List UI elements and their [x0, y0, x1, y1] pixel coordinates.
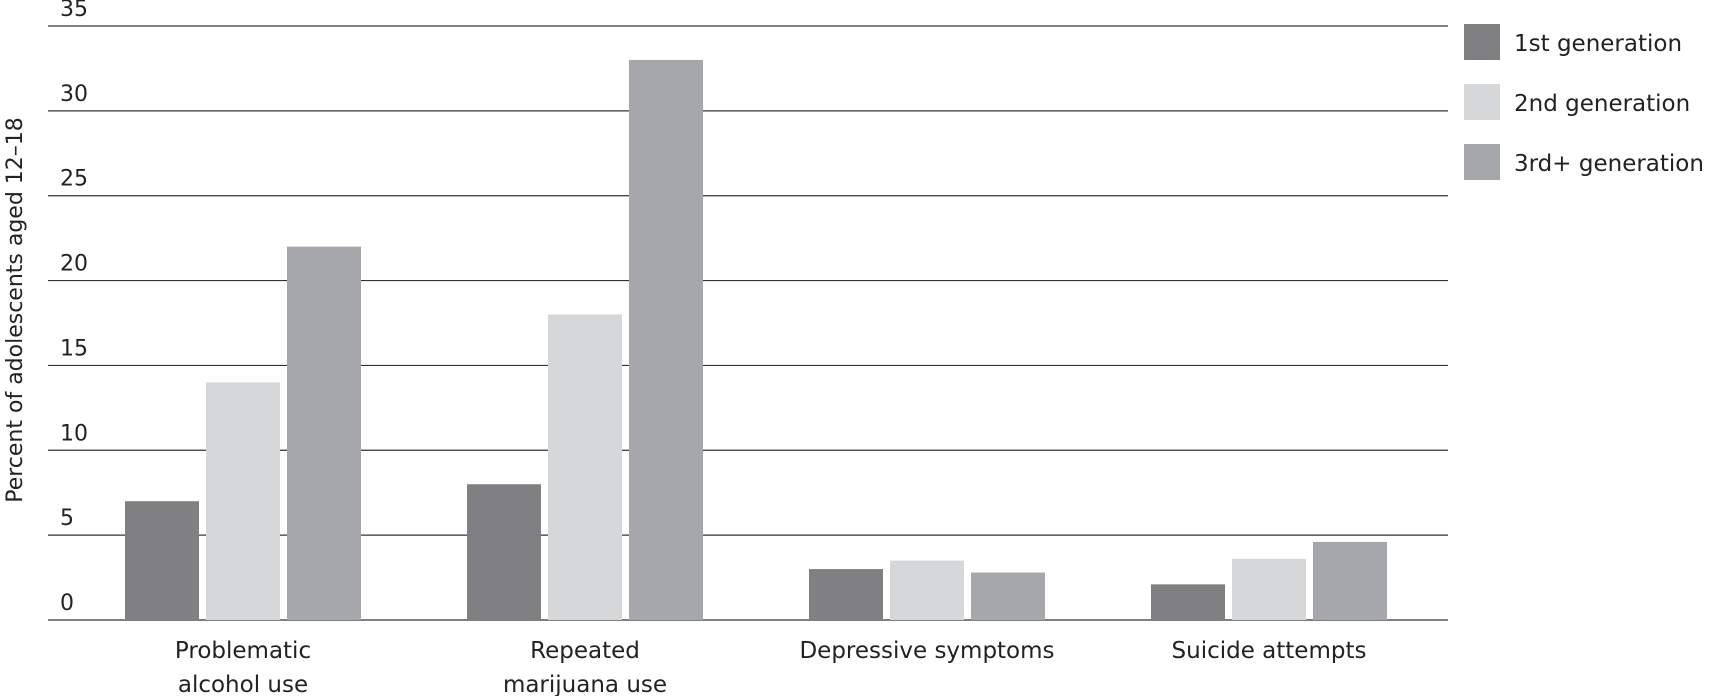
bar-1-4: [1151, 584, 1225, 620]
legend-label-3: 3rd+ generation: [1514, 151, 1704, 177]
bar-3-3: [971, 572, 1045, 620]
bars: [125, 59, 1387, 620]
y-tick-label-15: 15: [60, 336, 88, 361]
bar-2-3: [890, 560, 964, 620]
bar-2-2: [548, 314, 622, 620]
legend: 1st generation 2nd generation 3rd+ generat…: [1464, 24, 1704, 180]
y-axis-title: Percent of adolescents aged 12–18: [3, 117, 28, 503]
bar-3-4: [1313, 541, 1387, 620]
bar-2-4: [1232, 558, 1306, 620]
bar-1-1: [125, 501, 199, 620]
legend-swatch-3: [1464, 144, 1500, 180]
bar-3-1: [287, 246, 361, 620]
bar-3-2: [629, 59, 703, 620]
category-label-2-line-1: Repeated: [530, 638, 640, 664]
category-label-2-line-2: marijuana use: [503, 672, 667, 696]
bar-2-1: [206, 382, 280, 620]
category-label-4-line-1: Suicide attempts: [1172, 638, 1367, 664]
category-label-1-line-2: alcohol use: [178, 672, 308, 696]
y-tick-label-30: 30: [60, 82, 88, 107]
category-label-3-line-1: Depressive symptoms: [799, 638, 1054, 664]
legend-swatch-1: [1464, 24, 1500, 60]
legend-label-2: 2nd generation: [1514, 91, 1690, 117]
y-tick-label-20: 20: [60, 252, 88, 277]
y-tick-label-10: 10: [60, 421, 88, 446]
bar-1-2: [467, 484, 541, 620]
bar-1-3: [809, 569, 883, 620]
category-label-1-line-1: Problematic: [175, 638, 311, 664]
y-tick-labels: 0 5 10 15 20 25 30 35: [60, 0, 88, 616]
gridlines: [48, 25, 1448, 621]
y-tick-label-0: 0: [60, 591, 74, 616]
y-tick-label-25: 25: [60, 167, 88, 192]
legend-swatch-2: [1464, 84, 1500, 120]
y-tick-label-35: 35: [60, 0, 88, 22]
legend-label-1: 1st generation: [1514, 31, 1682, 57]
y-tick-label-5: 5: [60, 506, 74, 531]
category-labels: Problematic alcohol use Repeated marijuana …: [175, 638, 1367, 696]
